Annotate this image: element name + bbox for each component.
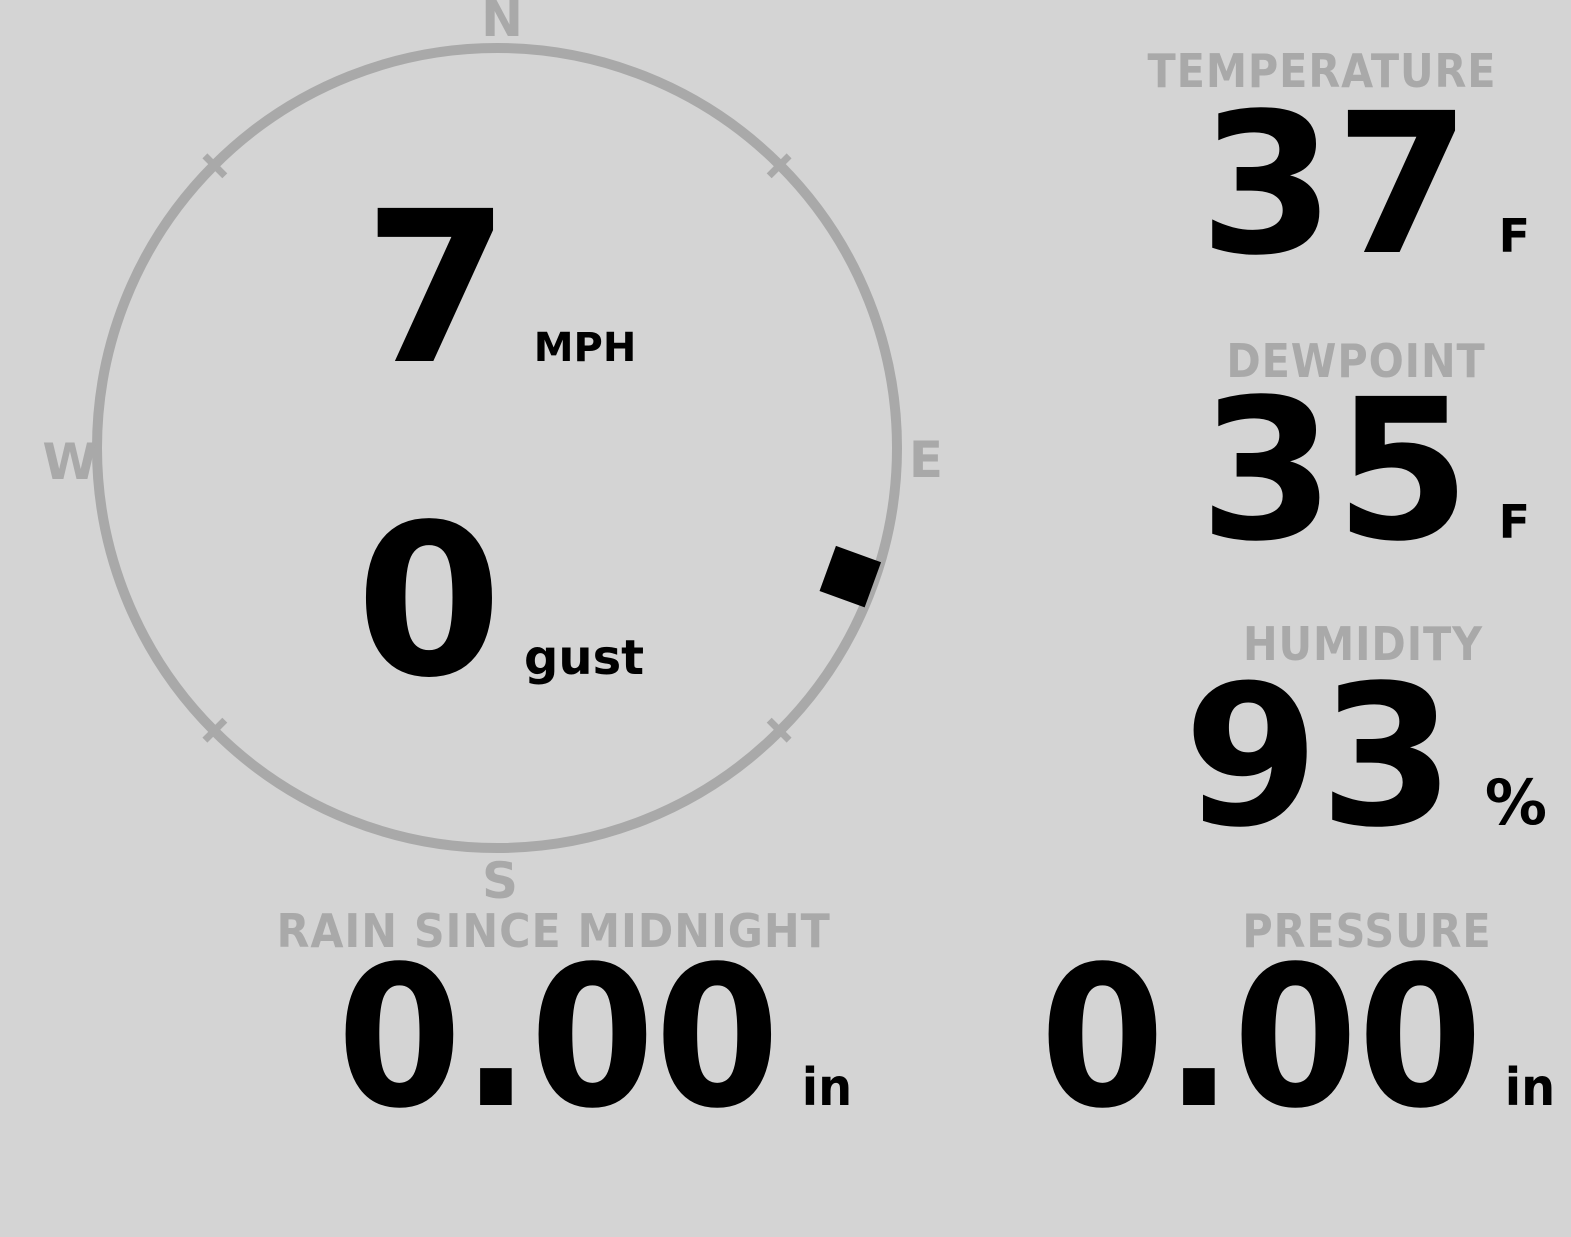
temperature-label: TEMPERATURE <box>1147 44 1497 98</box>
temperature-value: 37 <box>1199 71 1471 298</box>
cardinal-north: N <box>481 0 523 48</box>
humidity-row: 93 % <box>1184 659 1548 854</box>
cardinal-south: S <box>481 852 518 910</box>
dewpoint-value: 35 <box>1199 357 1471 584</box>
wind-gust-value: 0 <box>355 479 503 724</box>
wind-direction-marker <box>819 545 882 608</box>
rain-since-midnight-unit: in <box>801 1058 853 1118</box>
compass-ring <box>92 43 902 853</box>
cardinal-east: E <box>908 431 944 489</box>
humidity-unit: % <box>1484 766 1547 839</box>
humidity-label: HUMIDITY <box>1242 617 1484 671</box>
rain-since-midnight-label: RAIN SINCE MIDNIGHT <box>276 904 831 958</box>
dewpoint-unit: F <box>1498 495 1530 549</box>
wind-gust-row: 0 gust <box>0 497 1000 707</box>
wind-speed-row: 7 MPH <box>0 184 1000 394</box>
intercardinal-tick-nw <box>202 153 228 179</box>
intercardinal-tick-se <box>766 717 792 743</box>
humidity-value: 93 <box>1183 643 1455 870</box>
rain-since-midnight-value: 0.00 <box>337 924 780 1151</box>
pressure-unit: in <box>1504 1058 1556 1118</box>
wind-gust-unit: gust <box>524 630 645 686</box>
wind-compass-dial <box>92 43 902 853</box>
pressure-row: 0.00 in <box>1040 940 1555 1135</box>
wind-speed-value: 7 <box>363 166 510 411</box>
temperature-unit: F <box>1498 209 1530 263</box>
temperature-row: 37 F <box>1199 87 1530 282</box>
intercardinal-tick-sw <box>202 717 228 743</box>
pressure-value: 0.00 <box>1040 924 1483 1151</box>
rain-since-midnight-row: 0.00 in <box>337 940 852 1135</box>
wind-speed-unit: MPH <box>533 325 637 371</box>
pressure-label: PRESSURE <box>1242 904 1492 958</box>
dewpoint-row: 35 F <box>1199 373 1530 568</box>
dewpoint-label: DEWPOINT <box>1226 334 1486 388</box>
cardinal-west: W <box>42 433 98 491</box>
intercardinal-tick-ne <box>766 153 792 179</box>
